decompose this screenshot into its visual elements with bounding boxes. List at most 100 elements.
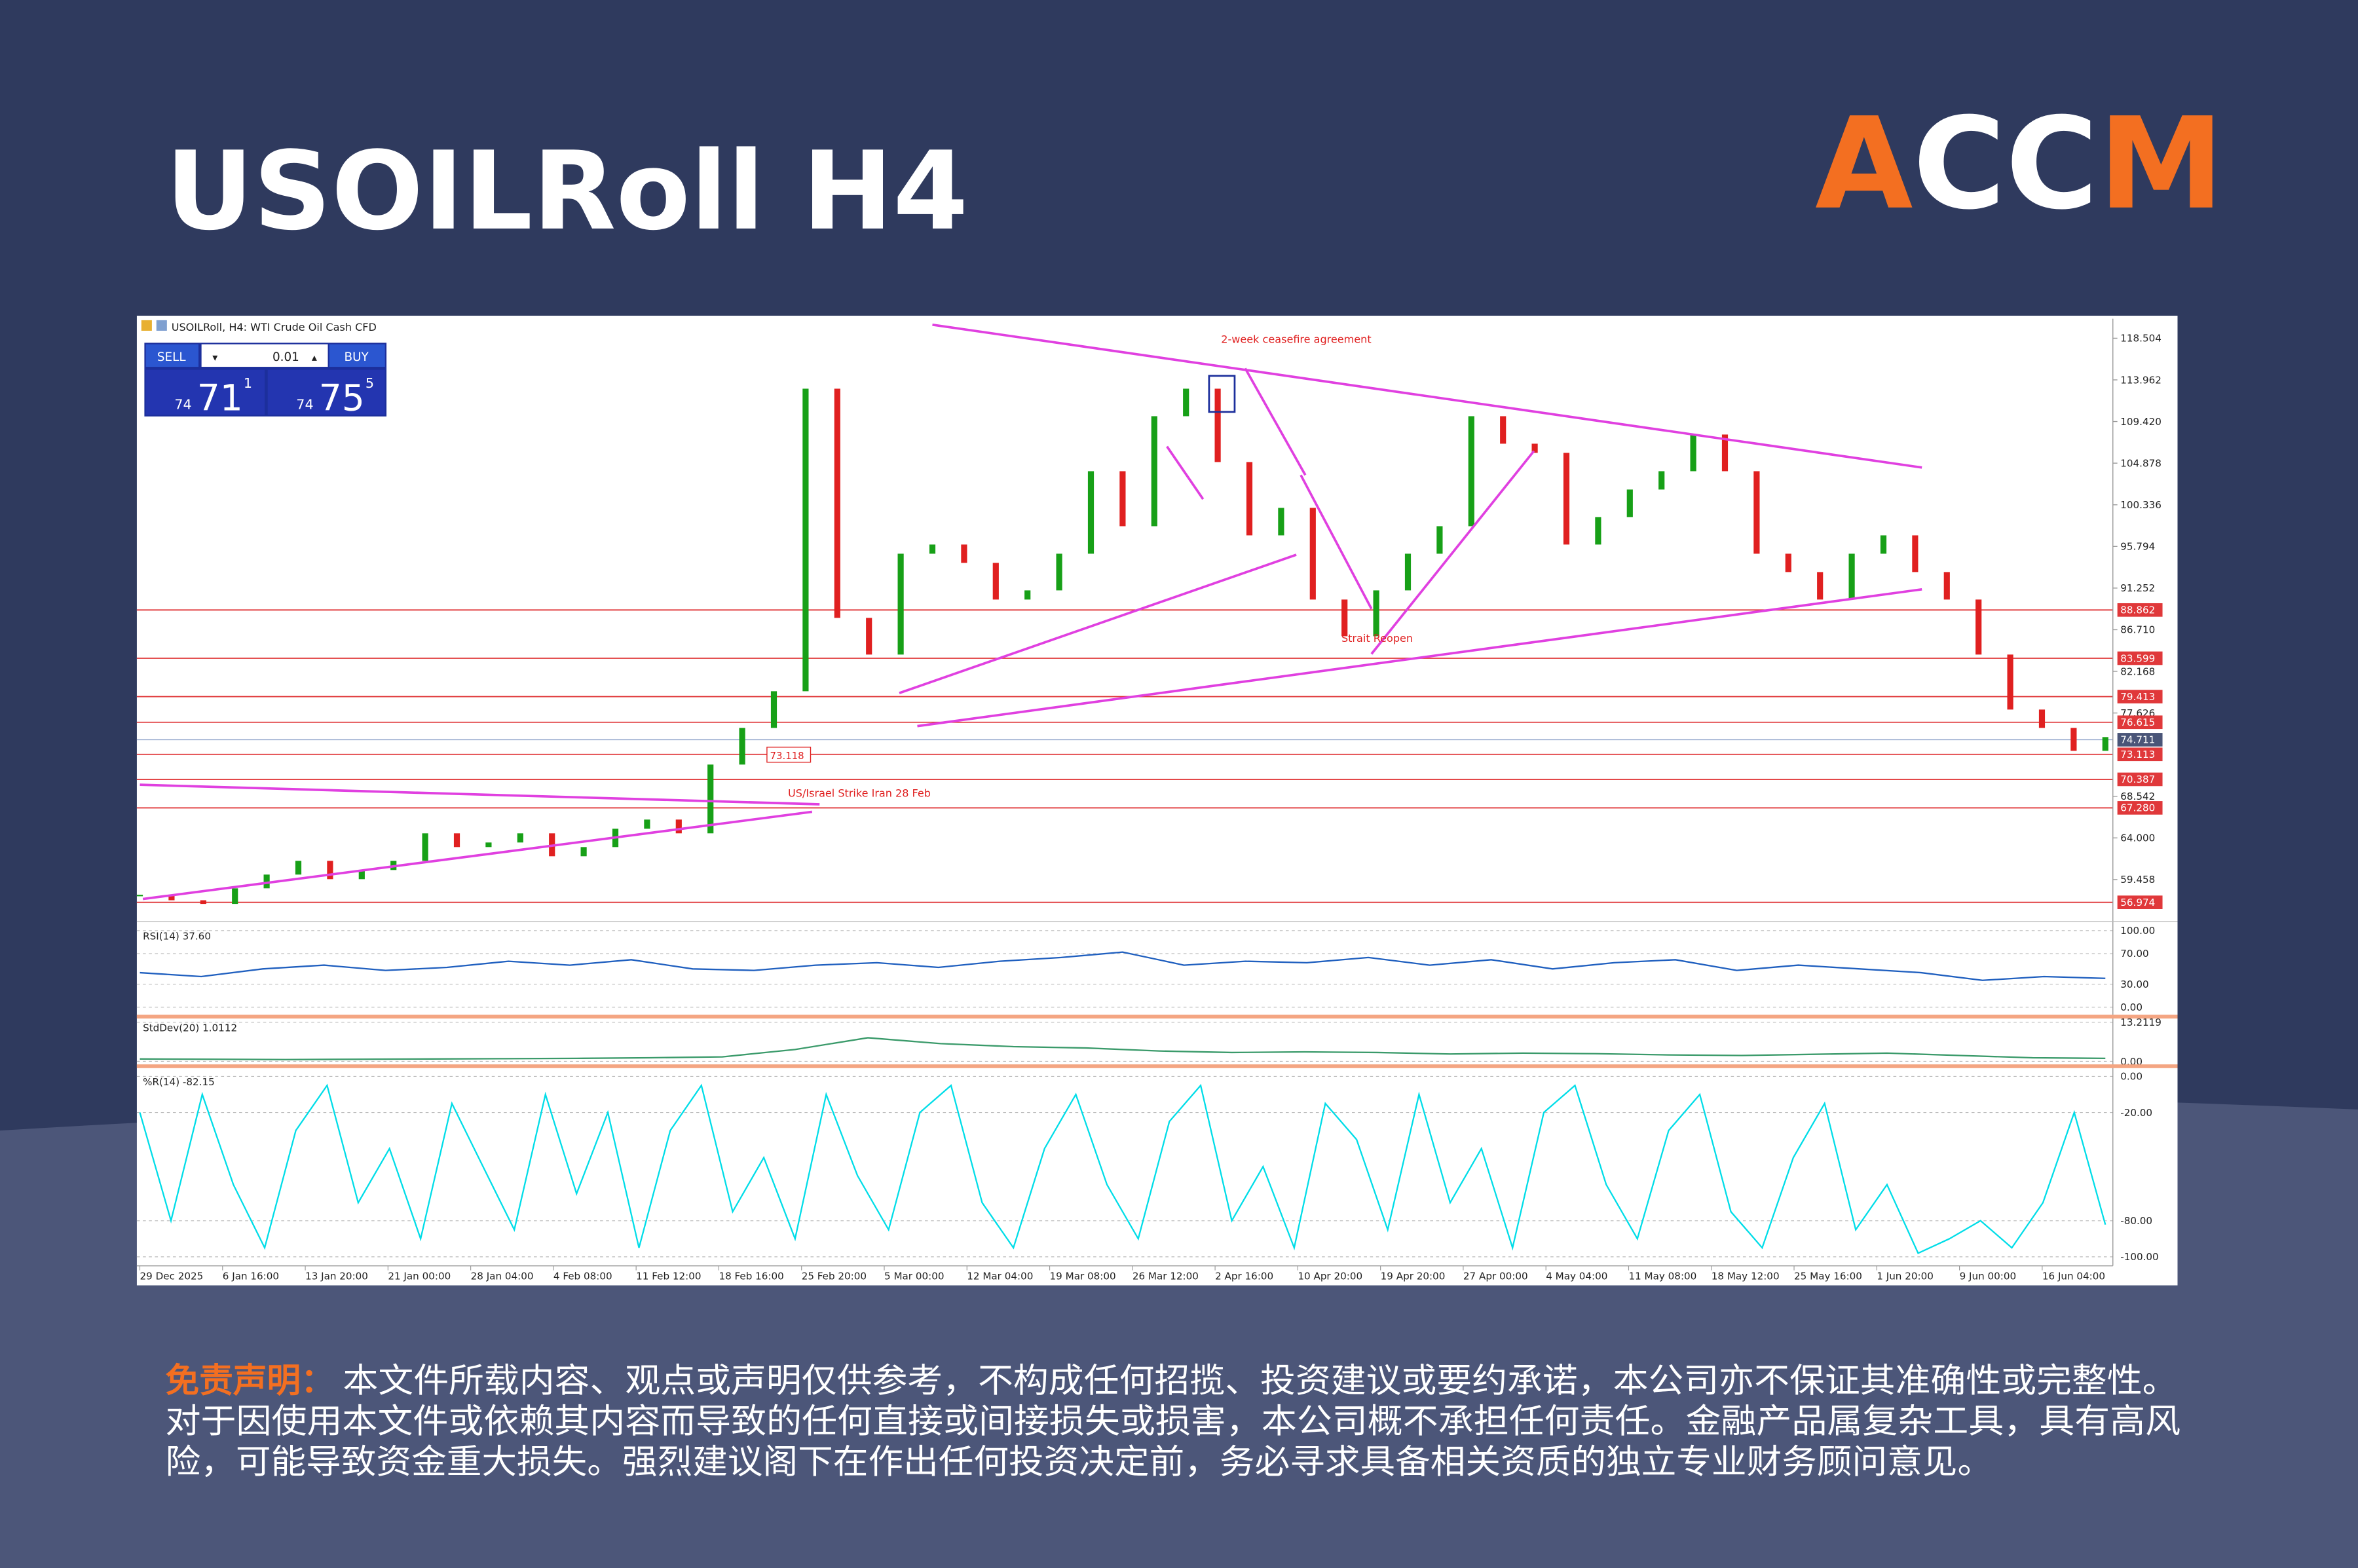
separator <box>136 1064 2178 1068</box>
y-tick-label: 82.168 <box>2120 665 2155 677</box>
candle <box>2038 709 2046 728</box>
candle <box>1119 471 1126 527</box>
y-tick-label: 86.710 <box>2120 624 2155 636</box>
y-tick-label: -80.00 <box>2120 1215 2152 1227</box>
candle <box>1563 453 1570 545</box>
bid-box[interactable] <box>145 369 265 415</box>
y-tick-label: 100.336 <box>2120 499 2162 511</box>
icon <box>141 320 152 331</box>
y-tick-label: 118.504 <box>2120 333 2162 345</box>
candle <box>675 819 682 834</box>
candle <box>1246 462 1253 536</box>
x-tick-label: 18 May 12:00 <box>1712 1270 1780 1282</box>
level-tag <box>2117 603 2163 617</box>
level-tag <box>2117 651 2163 665</box>
candle <box>1658 471 1665 490</box>
x-tick-label: 19 Apr 20:00 <box>1381 1270 1446 1282</box>
candle <box>1468 416 1474 527</box>
candle <box>1056 553 1062 591</box>
disclaimer-line: 本文件所载内容、观点或声明仅供参考，不构成任何招揽、投资建议或要约承诺，本公司亦… <box>343 1361 2177 1400</box>
candle <box>961 544 967 563</box>
candle <box>866 618 872 655</box>
candle <box>1373 590 1379 637</box>
x-tick-label: 2 Apr 16:00 <box>1215 1270 1273 1282</box>
indicator-label: %R(14) -82.15 <box>143 1076 215 1088</box>
marker-box <box>1208 375 1236 413</box>
bid-small: 1 <box>244 375 252 391</box>
disclaimer-line: 对于因使用本文件或依赖其内容而导致的任何直接或间接损失或损害，本公司概不承担任何… <box>166 1402 2181 1441</box>
logo: ACCM <box>1815 91 2224 238</box>
level-tag <box>2117 895 2163 909</box>
candle <box>1309 508 1316 600</box>
y-tick-label: 59.458 <box>2120 874 2155 886</box>
disclaimer-label: 免责声明： <box>166 1361 335 1400</box>
y-tick-label: 13.2119 <box>2120 1017 2162 1028</box>
candle <box>295 861 302 875</box>
candle <box>1531 443 1538 453</box>
symbol-label: USOILRoll, H4: WTI Crude Oil Cash CFD <box>172 321 377 333</box>
candle <box>1436 526 1443 554</box>
ask-box[interactable] <box>267 369 385 415</box>
lot-field[interactable] <box>201 344 328 367</box>
y-tick-label: 104.878 <box>2120 457 2162 469</box>
candle <box>327 861 333 880</box>
trendline <box>899 553 1297 694</box>
sell-button[interactable] <box>145 344 199 367</box>
candle <box>200 900 206 905</box>
x-tick-label: 6 Jan 16:00 <box>223 1270 279 1282</box>
candle <box>1785 553 1791 572</box>
candle <box>1721 434 1729 472</box>
level-label: 67.280 <box>2120 802 2155 814</box>
candle <box>232 888 238 905</box>
level-tag <box>2117 801 2163 815</box>
level-label: 88.862 <box>2120 605 2155 616</box>
candle <box>1943 572 1950 600</box>
x-tick-label: 4 Feb 08:00 <box>553 1270 612 1282</box>
annotation: Strait Reopen <box>1341 632 1413 644</box>
level-label: 79.413 <box>2120 691 2155 703</box>
candle <box>1404 553 1412 591</box>
candle <box>1848 553 1855 600</box>
x-tick-label: 11 Feb 12:00 <box>636 1270 701 1282</box>
trade-panel: SELL ▾ 0.01 ▴ BUY 74 71 1 74 75 5 <box>144 343 387 419</box>
y-tick-label: 113.962 <box>2120 374 2162 386</box>
y-tick-label: -100.00 <box>2120 1251 2158 1263</box>
candle <box>1975 599 1982 655</box>
candle <box>802 388 809 692</box>
candle <box>1753 471 1760 554</box>
current-price-tag <box>2117 733 2163 747</box>
spinner: ▴ <box>312 351 317 364</box>
logo-cc: CC <box>1913 91 2098 238</box>
candle <box>1024 590 1031 600</box>
x-tick-label: 10 Apr 20:00 <box>1298 1270 1362 1282</box>
y-tick-label: 91.252 <box>2120 582 2155 594</box>
candle <box>897 553 904 655</box>
level-tag <box>2117 715 2163 730</box>
candle <box>453 833 460 848</box>
x-tick-label: 12 Mar 04:00 <box>967 1270 1033 1282</box>
level-label: 83.599 <box>2120 652 2155 664</box>
buy-button[interactable] <box>329 344 385 367</box>
x-tick-label: 4 May 04:00 <box>1546 1270 1607 1282</box>
candle <box>1278 508 1284 536</box>
candle <box>1595 517 1601 545</box>
candle <box>2102 737 2108 751</box>
level-tag <box>2117 772 2163 787</box>
candle <box>929 544 936 554</box>
trendline <box>932 323 1922 469</box>
candle <box>517 833 523 843</box>
candle <box>1690 434 1696 472</box>
candle <box>644 819 650 829</box>
level-label: 70.387 <box>2120 774 2155 785</box>
annotation: 2-week ceasefire agreement <box>1221 333 1371 345</box>
candle <box>1151 416 1157 527</box>
candle <box>2070 728 2077 751</box>
indicator-label: StdDev(20) 1.0112 <box>143 1022 237 1034</box>
y-tick-label: 100.00 <box>2120 925 2155 937</box>
candle <box>770 691 777 728</box>
trendlines <box>140 323 1922 901</box>
x-tick-label: 1 Jun 20:00 <box>1877 1270 1934 1282</box>
candle <box>263 874 270 889</box>
title: USOILRoll H4 <box>166 128 969 254</box>
